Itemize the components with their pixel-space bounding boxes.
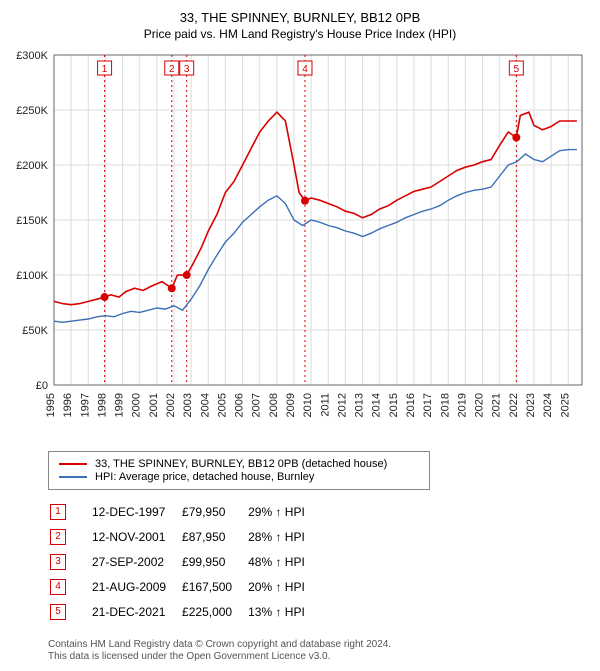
legend-swatch [59,476,87,478]
svg-text:2019: 2019 [456,393,468,417]
svg-text:2011: 2011 [319,393,331,417]
transaction-row: 1 12-DEC-1997£79,95029% ↑ HPI [50,500,319,523]
transaction-marker: 2 [50,529,66,545]
svg-text:2009: 2009 [285,393,297,417]
svg-text:1996: 1996 [62,393,74,417]
svg-text:2022: 2022 [508,393,520,417]
svg-text:1999: 1999 [114,393,126,417]
legend-box: 33, THE SPINNEY, BURNLEY, BB12 0PB (deta… [48,451,430,490]
transaction-date: 21-AUG-2009 [92,575,180,598]
price-chart: £0 £50K £100K £150K £200K £250K £300K 1995 1996 1… [8,45,592,445]
svg-text:1995: 1995 [45,393,57,417]
svg-text:2001: 2001 [148,393,160,417]
svg-text:2004: 2004 [199,393,211,417]
transaction-marker: 5 [50,604,66,620]
svg-text:3: 3 [184,64,190,75]
svg-text:2024: 2024 [542,393,554,417]
svg-text:2014: 2014 [371,393,383,417]
svg-text:2005: 2005 [216,393,228,417]
svg-text:2016: 2016 [405,393,417,417]
svg-text:2006: 2006 [234,393,246,417]
svg-text:2025: 2025 [559,393,571,417]
transaction-price: £225,000 [182,600,246,623]
legend-label: HPI: Average price, detached house, Burn… [95,471,314,483]
svg-text:2018: 2018 [439,393,451,417]
svg-text:2008: 2008 [268,393,280,417]
transaction-delta: 29% ↑ HPI [248,500,319,523]
svg-text:£300K: £300K [16,50,48,62]
svg-text:1: 1 [102,64,108,75]
svg-text:5: 5 [514,64,520,75]
footer-line-1: Contains HM Land Registry data © Crown c… [48,639,592,650]
svg-text:2002: 2002 [165,393,177,417]
svg-text:£250K: £250K [16,105,48,117]
transaction-delta: 13% ↑ HPI [248,600,319,623]
svg-text:£150K: £150K [16,215,48,227]
transaction-row: 3 27-SEP-2002£99,95048% ↑ HPI [50,550,319,573]
svg-text:2017: 2017 [422,393,434,417]
svg-text:2007: 2007 [251,393,263,417]
title: 33, THE SPINNEY, BURNLEY, BB12 0PB [8,10,592,25]
transaction-date: 27-SEP-2002 [92,550,180,573]
transactions-table: 1 12-DEC-1997£79,95029% ↑ HPI 2 12-NOV-2001… [48,498,321,625]
transaction-date: 21-DEC-2021 [92,600,180,623]
transaction-delta: 28% ↑ HPI [248,525,319,548]
legend-item: HPI: Average price, detached house, Burn… [59,471,419,483]
svg-text:2015: 2015 [388,393,400,417]
svg-text:£50K: £50K [22,325,48,337]
svg-text:1997: 1997 [79,393,91,417]
transaction-row: 4 21-AUG-2009£167,50020% ↑ HPI [50,575,319,598]
svg-text:2003: 2003 [182,393,194,417]
svg-text:£0: £0 [36,380,48,392]
legend-item: 33, THE SPINNEY, BURNLEY, BB12 0PB (deta… [59,458,419,470]
transaction-delta: 48% ↑ HPI [248,550,319,573]
svg-text:2000: 2000 [131,393,143,417]
svg-text:4: 4 [302,64,308,75]
footer-line-2: This data is licensed under the Open Gov… [48,651,592,662]
transaction-delta: 20% ↑ HPI [248,575,319,598]
transaction-date: 12-DEC-1997 [92,500,180,523]
svg-text:1998: 1998 [96,393,108,417]
svg-text:£100K: £100K [16,270,48,282]
svg-text:2023: 2023 [525,393,537,417]
svg-text:2010: 2010 [302,393,314,417]
transaction-price: £167,500 [182,575,246,598]
transaction-row: 2 12-NOV-2001£87,95028% ↑ HPI [50,525,319,548]
transaction-price: £99,950 [182,550,246,573]
svg-text:2021: 2021 [491,393,503,417]
transaction-price: £87,950 [182,525,246,548]
svg-text:2013: 2013 [354,393,366,417]
transaction-date: 12-NOV-2001 [92,525,180,548]
svg-text:2: 2 [169,64,175,75]
svg-text:2020: 2020 [474,393,486,417]
transaction-price: £79,950 [182,500,246,523]
transaction-marker: 1 [50,504,66,520]
transaction-row: 5 21-DEC-2021£225,00013% ↑ HPI [50,600,319,623]
svg-text:£200K: £200K [16,160,48,172]
svg-text:2012: 2012 [336,393,348,417]
legend-label: 33, THE SPINNEY, BURNLEY, BB12 0PB (deta… [95,458,387,470]
subtitle: Price paid vs. HM Land Registry's House … [8,27,592,41]
legend-swatch [59,463,87,465]
transaction-marker: 4 [50,579,66,595]
footer-note: Contains HM Land Registry data © Crown c… [48,639,592,662]
transaction-marker: 3 [50,554,66,570]
